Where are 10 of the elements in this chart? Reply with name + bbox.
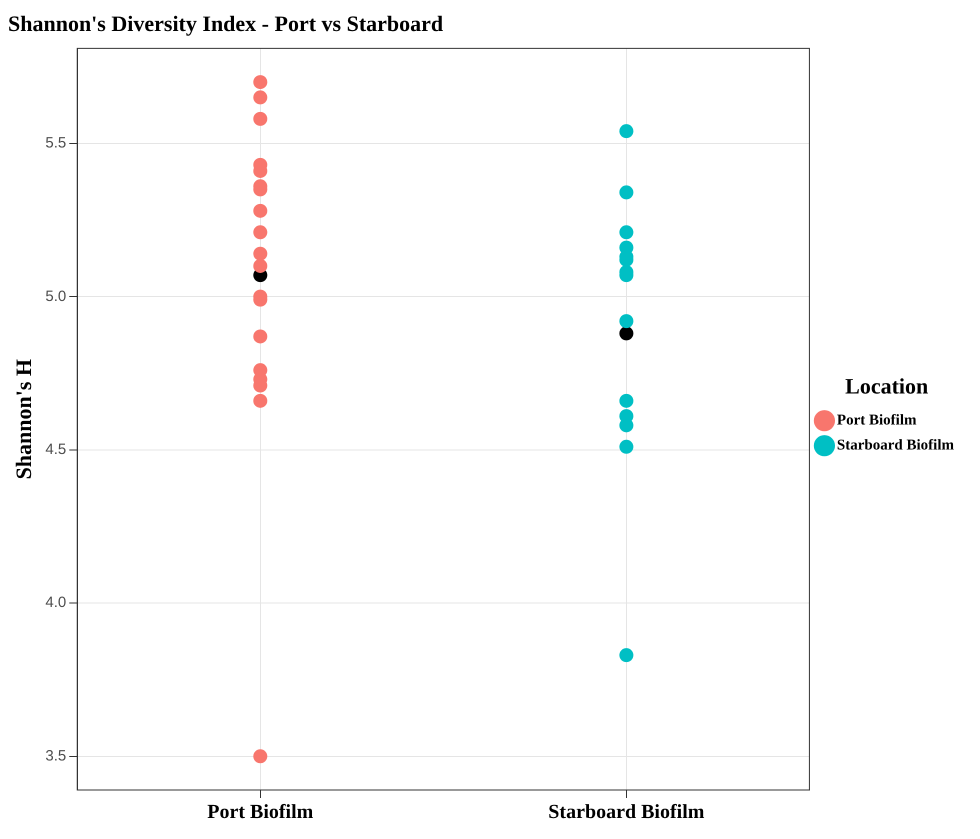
chart-title: Shannon's Diversity Index - Port vs Starboard	[8, 10, 444, 36]
y-tick-label: 4.0	[45, 594, 66, 612]
y-tick-label: 4.5	[45, 440, 66, 458]
legend-label: Port Biofilm	[836, 412, 917, 429]
y-tick-label: 3.5	[45, 747, 66, 764]
y-tick-label: 5.5	[45, 134, 66, 152]
legend-label: Starboard Biofilm	[836, 438, 955, 454]
legend-title: Location	[845, 373, 928, 398]
y-axis-title: Shannon's H	[10, 358, 36, 480]
y-tick-label: 5.0	[45, 288, 66, 305]
